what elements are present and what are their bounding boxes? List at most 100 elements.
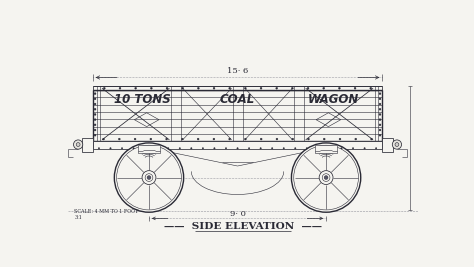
Circle shape [318,148,319,149]
Circle shape [276,138,278,140]
Circle shape [341,148,342,149]
Circle shape [147,176,151,179]
Circle shape [338,87,340,89]
Bar [93,86,383,90]
Circle shape [121,148,123,149]
Circle shape [272,148,273,149]
Bar [138,145,160,153]
Circle shape [166,87,168,89]
Circle shape [150,87,152,89]
Circle shape [133,148,134,149]
Circle shape [229,138,230,140]
Circle shape [379,93,381,95]
Circle shape [134,138,136,140]
Circle shape [276,87,278,89]
Bar [383,138,393,152]
Text: ——  SIDE ELEVATION  ——: —— SIDE ELEVATION —— [164,222,322,231]
Circle shape [182,87,183,89]
Circle shape [364,148,365,149]
Circle shape [306,148,308,149]
Circle shape [114,143,183,212]
Circle shape [319,171,333,184]
Circle shape [94,134,96,136]
Circle shape [167,148,169,149]
Circle shape [94,108,96,110]
Circle shape [179,148,181,149]
Circle shape [379,119,381,121]
Circle shape [355,138,356,140]
Circle shape [248,148,250,149]
Circle shape [118,138,120,140]
Circle shape [156,148,157,149]
Circle shape [94,93,96,95]
Text: 10 TONS: 10 TONS [114,93,170,105]
Circle shape [308,138,310,140]
Circle shape [260,138,262,140]
Circle shape [150,138,152,140]
Circle shape [145,148,146,149]
Bar [93,90,383,142]
Circle shape [322,174,330,181]
Circle shape [370,87,372,89]
Circle shape [119,87,121,89]
Circle shape [379,134,381,136]
Circle shape [292,143,361,212]
Circle shape [198,87,199,89]
Circle shape [98,148,100,149]
Circle shape [379,124,381,126]
Circle shape [213,87,215,89]
Circle shape [339,138,341,140]
Text: 9· 0: 9· 0 [229,210,246,218]
Circle shape [142,171,156,184]
Circle shape [324,176,328,179]
Circle shape [323,87,325,89]
Circle shape [94,124,96,126]
Text: COAL: COAL [220,93,255,105]
Text: SCALE: 4 MM TO 1 FOOT
3:1: SCALE: 4 MM TO 1 FOOT 3:1 [74,209,138,220]
Circle shape [295,148,296,149]
Circle shape [283,148,284,149]
Circle shape [182,138,183,140]
Circle shape [245,138,246,140]
Circle shape [379,98,381,100]
Circle shape [292,138,293,140]
Text: 15· 6: 15· 6 [227,67,248,75]
Circle shape [395,143,399,147]
Bar [93,142,383,149]
Circle shape [245,87,246,89]
Circle shape [103,87,105,89]
Circle shape [197,138,199,140]
Circle shape [379,113,381,115]
Circle shape [352,148,354,149]
Circle shape [392,140,401,149]
Circle shape [191,148,192,149]
Circle shape [94,98,96,100]
Circle shape [166,138,167,140]
Circle shape [329,148,331,149]
Circle shape [375,148,377,149]
Circle shape [110,148,111,149]
Circle shape [94,119,96,121]
Circle shape [237,148,238,149]
Circle shape [292,87,293,89]
Circle shape [260,148,261,149]
Circle shape [214,148,215,149]
Text: WAGON: WAGON [308,93,359,105]
Circle shape [145,174,153,181]
Circle shape [76,143,80,147]
Circle shape [135,87,137,89]
Circle shape [94,103,96,105]
Circle shape [225,148,227,149]
Circle shape [94,129,96,131]
Circle shape [260,87,262,89]
Circle shape [379,103,381,105]
Circle shape [229,87,231,89]
Circle shape [379,108,381,110]
Bar [82,138,93,152]
Circle shape [103,138,104,140]
Circle shape [307,87,309,89]
Circle shape [213,138,215,140]
Circle shape [354,87,356,89]
Circle shape [371,138,373,140]
Bar [315,145,337,153]
